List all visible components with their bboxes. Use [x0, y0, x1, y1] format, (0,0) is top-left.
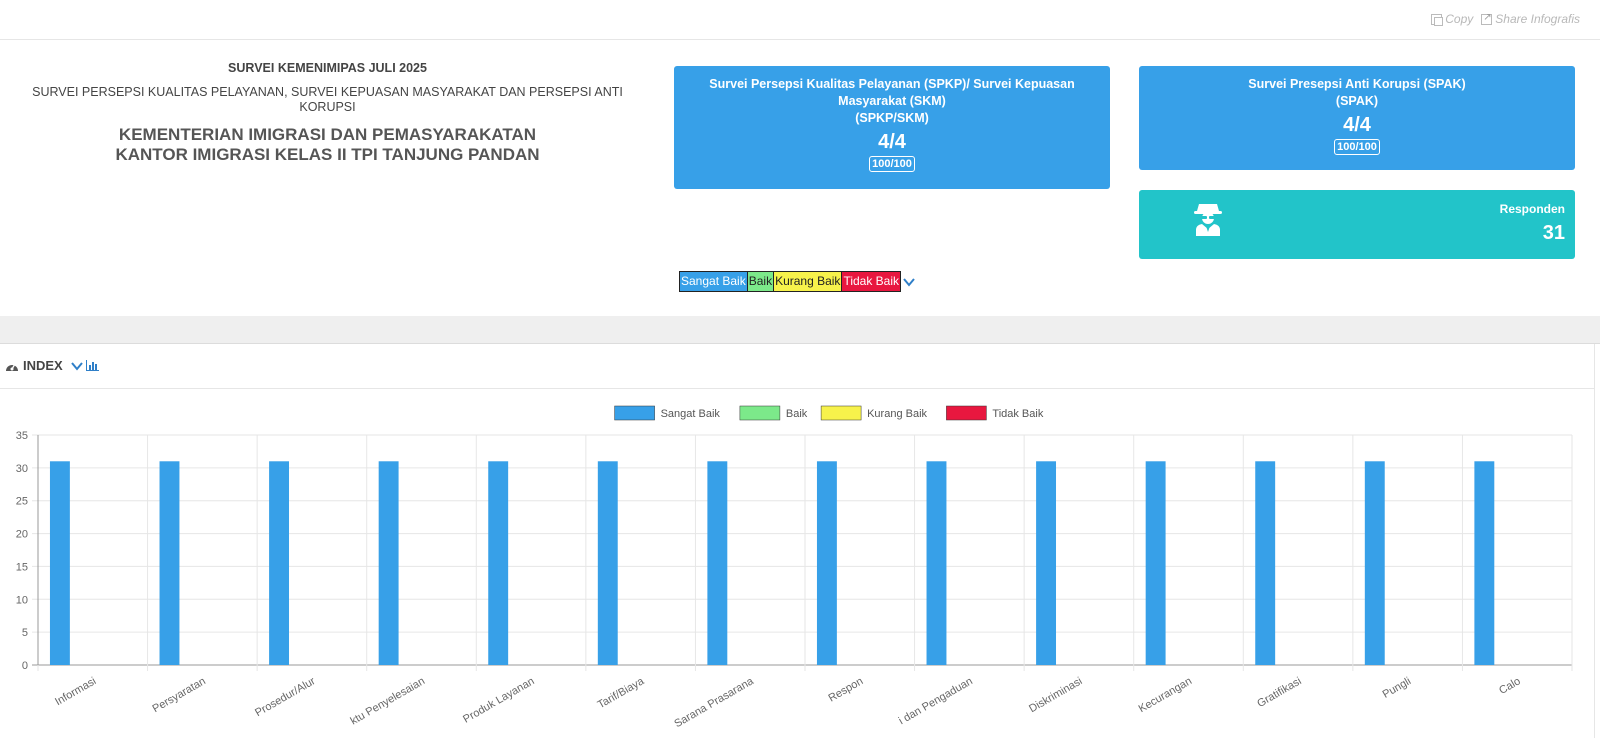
- y-tick-label: 15: [16, 561, 28, 573]
- spkp-title-line2: Masyarakat (SKM): [838, 94, 946, 108]
- responden-count: 31: [1542, 222, 1565, 244]
- legend-label: Kurang Baik: [867, 408, 927, 420]
- bar-sangat-baik: [597, 461, 618, 665]
- bar-sangat-baik: [1255, 461, 1276, 665]
- spak-index: 100/100: [1334, 139, 1380, 155]
- legend-swatch: [946, 405, 987, 421]
- copy-icon: [1431, 13, 1444, 26]
- y-tick-label: 30: [16, 463, 28, 475]
- legend-label: Sangat Baik: [661, 408, 721, 420]
- x-tick-label: Persyaratan: [150, 675, 207, 715]
- x-tick-label: ktu Penyelesaian: [348, 675, 427, 727]
- index-header: INDEX: [0, 344, 1595, 389]
- spak-title: Survei Presepsi Anti Korupsi (SPAK): [1248, 77, 1466, 91]
- ministry-name: KEMENTERIAN IMIGRASI DAN PEMASYARAKATAN: [118, 125, 537, 144]
- y-tick-label: 25: [16, 496, 28, 508]
- legend-swatch: [614, 405, 655, 421]
- spkp-card: Survei Persepsi Kualitas Pelayanan (SPKP…: [674, 66, 1110, 189]
- bar-sangat-baik: [269, 461, 290, 665]
- bar-sangat-baik: [378, 461, 399, 665]
- survey-title: SURVEI PERSEPSI KUALITAS PELAYANAN, SURV…: [32, 85, 623, 114]
- spkp-title-line1: Survei Persepsi Kualitas Pelayanan (SPKP…: [709, 77, 1075, 91]
- office-name: KANTOR IMIGRASI KELAS II TPI TANJUNG PAN…: [115, 145, 540, 164]
- section-divider: [0, 316, 1600, 344]
- top-bar: Copy Share Infografis: [0, 0, 1600, 40]
- legend-kurang-baik: Kurang Baik: [774, 271, 843, 292]
- y-tick-label: 0: [22, 660, 28, 672]
- legend-tidak-baik: Tidak Baik: [842, 271, 902, 292]
- survey-period: SURVEI KEMENIMIPAS JULI 2025: [228, 61, 427, 75]
- bar-sangat-baik: [1145, 461, 1166, 665]
- spak-score: 4/4: [1343, 114, 1371, 136]
- bar-sangat-baik: [49, 461, 70, 665]
- x-tick-label: Kecurangan: [1137, 675, 1194, 715]
- legend-label: Tidak Baik: [992, 408, 1043, 420]
- legend-swatch: [739, 405, 781, 421]
- index-title: INDEX: [23, 358, 63, 373]
- x-tick-label: Produk Layanan: [461, 675, 536, 725]
- y-tick-label: 10: [16, 594, 28, 606]
- x-tick-label: Pungli: [1381, 675, 1413, 701]
- copy-button[interactable]: Copy: [1431, 12, 1473, 26]
- x-tick-label: i dan Pengaduan: [897, 675, 975, 727]
- y-tick-label: 35: [16, 430, 28, 442]
- legend-label: Baik: [786, 408, 808, 420]
- x-tick-label: Prosedur/Alur: [253, 675, 318, 719]
- bar-sangat-baik: [1474, 461, 1495, 665]
- bar-sangat-baik: [707, 461, 728, 665]
- spak-subtitle: (SPAK): [1335, 94, 1379, 108]
- chevron-down-icon[interactable]: [903, 276, 915, 288]
- spak-card: Survei Presepsi Anti Korupsi (SPAK) (SPA…: [1139, 66, 1575, 170]
- bar-sangat-baik: [1364, 461, 1385, 665]
- responden-label: Responden: [1499, 202, 1565, 216]
- y-tick-label: 5: [22, 627, 28, 639]
- responden-card: Responden 31: [1139, 190, 1575, 259]
- bar-sangat-baik: [816, 461, 837, 665]
- index-panel: INDEX: [0, 344, 1595, 738]
- legend-sangat-baik: Sangat Baik: [679, 271, 748, 292]
- rating-legend: Sangat Baik Baik Kurang Baik Tidak Baik: [679, 271, 915, 292]
- user-secret-icon: [1194, 204, 1222, 236]
- x-tick-label: Sarana Prasarana: [672, 675, 756, 730]
- x-tick-label: Respon: [826, 675, 865, 704]
- spkp-index: 100/100: [869, 156, 915, 172]
- bar-sangat-baik: [488, 461, 509, 665]
- bar-chart-icon[interactable]: [85, 360, 99, 371]
- x-tick-label: Gratifikasi: [1255, 675, 1303, 710]
- bar-sangat-baik: [159, 461, 180, 665]
- dashboard-icon: [6, 363, 18, 371]
- legend-baik: Baik: [747, 271, 775, 292]
- topbar-actions: Copy Share Infografis: [1431, 12, 1580, 26]
- legend-swatch: [820, 405, 862, 421]
- y-tick-label: 20: [16, 529, 28, 541]
- x-tick-label: Calo: [1497, 675, 1523, 697]
- x-tick-label: Tarif/Biaya: [596, 675, 647, 712]
- x-tick-label: Informasi: [53, 675, 98, 708]
- x-tick-label: Diskriminasi: [1027, 675, 1084, 715]
- bar-sangat-baik: [926, 461, 947, 665]
- index-bar-chart: 0 5 10 15 20 25 30 35 Informasi Persyaratan Prosed…: [16, 405, 1573, 730]
- spkp-score: 4/4: [878, 131, 906, 153]
- share-infografis-button[interactable]: Share Infografis: [1481, 12, 1580, 26]
- spkp-subtitle: (SPKP/SKM): [855, 111, 929, 125]
- share-icon: [1481, 12, 1493, 25]
- bar-sangat-baik: [1036, 461, 1057, 665]
- collapse-chevron-icon[interactable]: [70, 361, 83, 371]
- survey-header: SURVEI KEMENIMIPAS JULI 2025 SURVEI PERS…: [0, 40, 655, 165]
